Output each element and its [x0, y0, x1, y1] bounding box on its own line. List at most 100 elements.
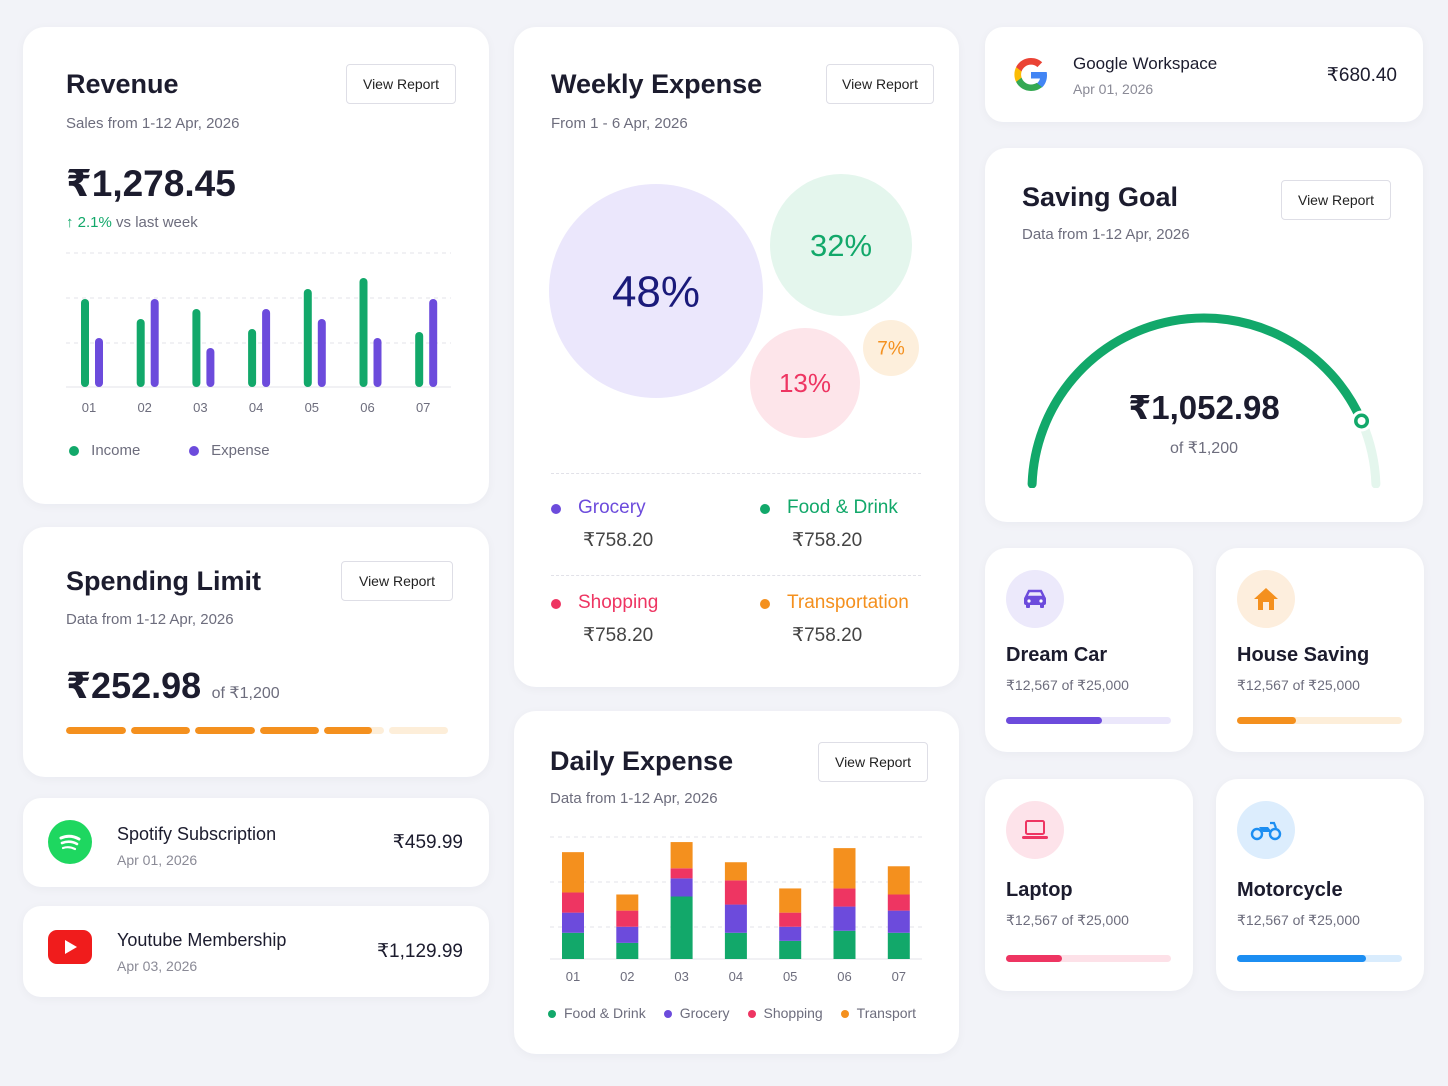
- daily-bar-grocery-07[interactable]: [887, 910, 910, 933]
- saving-view-report-button[interactable]: View Report: [1281, 180, 1391, 220]
- goal-progress-fill: [1237, 955, 1366, 962]
- revenue-bar-income-05[interactable]: [303, 289, 312, 387]
- daily-bar-transport-06[interactable]: [833, 848, 856, 889]
- house-icon: [1237, 570, 1295, 628]
- income-dot-icon: [69, 446, 79, 457]
- youtube-card[interactable]: Youtube Membership Apr 03, 2026 ₹1,129.9…: [23, 906, 489, 997]
- revenue-bar-income-01[interactable]: [81, 299, 89, 387]
- daily-bar-shopping-06[interactable]: [833, 888, 856, 907]
- daily-bar-shopping-05[interactable]: [779, 912, 802, 927]
- goal-name: Laptop: [1006, 879, 1073, 901]
- spending-view-report-button[interactable]: View Report: [341, 561, 453, 601]
- bubble-label: 7%: [877, 339, 905, 360]
- daily-bar-grocery-06[interactable]: [833, 906, 856, 931]
- revenue-bar-income-06[interactable]: [359, 278, 368, 387]
- spotify-card[interactable]: Spotify Subscription Apr 01, 2026 ₹459.9…: [23, 798, 489, 887]
- google-workspace-card[interactable]: Google Workspace Apr 01, 2026 ₹680.40: [985, 27, 1423, 122]
- daily-bar-transport-05[interactable]: [779, 888, 802, 913]
- revenue-bar-income-04[interactable]: [248, 329, 257, 387]
- weekly-item-grocery[interactable]: Grocery ₹758.20: [551, 497, 653, 552]
- daily-title: Daily Expense: [550, 746, 734, 776]
- weekly-item-label: Transportation: [787, 592, 909, 613]
- revenue-chart: 01 02 03 04 05 06 07: [66, 252, 451, 415]
- revenue-bar-expense-02[interactable]: [150, 299, 159, 387]
- goal-progress-bar: [1237, 717, 1402, 724]
- bubble-transportation[interactable]: [863, 320, 919, 376]
- revenue-bar-expense-06[interactable]: [373, 338, 382, 387]
- daily-legend-label: Transport: [856, 1005, 917, 1021]
- weekly-item-food-drink[interactable]: Food & Drink ₹758.20: [760, 497, 898, 552]
- legend-dot-icon: [551, 598, 561, 609]
- daily-bar-grocery-04[interactable]: [724, 904, 747, 933]
- spending-segment-fill: [130, 727, 190, 734]
- weekly-view-report-button[interactable]: View Report: [826, 64, 934, 104]
- goal-card-dream-car[interactable]: Dream Car ₹12,567 of ₹25,000: [985, 548, 1193, 752]
- daily-bar-food-drink-06[interactable]: [833, 930, 856, 959]
- weekly-item-transportation[interactable]: Transportation ₹758.20: [760, 592, 909, 647]
- bubble-grocery[interactable]: [549, 184, 763, 398]
- bubble-label: 32%: [810, 228, 872, 263]
- saving-subtitle: Data from 1-12 Apr, 2026: [1022, 226, 1190, 243]
- saving-of: of ₹1,200: [1169, 440, 1238, 457]
- revenue-tick-label: 02: [137, 400, 151, 415]
- daily-bar-food-drink-07[interactable]: [887, 932, 910, 959]
- revenue-bar-expense-05[interactable]: [317, 319, 326, 387]
- legend-dot-icon: [760, 598, 770, 609]
- goal-card-motorcycle[interactable]: Motorcycle ₹12,567 of ₹25,000: [1216, 779, 1424, 991]
- daily-bar-shopping-01[interactable]: [562, 892, 584, 913]
- revenue-bar-expense-04[interactable]: [262, 309, 271, 387]
- daily-bar-shopping-04[interactable]: [724, 880, 747, 905]
- revenue-bar-income-02[interactable]: [136, 319, 145, 387]
- weekly-item-label: Shopping: [578, 592, 659, 613]
- daily-bar-transport-01[interactable]: [562, 852, 584, 893]
- daily-bar-transport-04[interactable]: [724, 862, 747, 881]
- car-icon: [1006, 570, 1064, 628]
- daily-bar-grocery-01[interactable]: [562, 912, 584, 933]
- goal-card-house-saving[interactable]: House Saving ₹12,567 of ₹25,000: [1216, 548, 1424, 752]
- youtube-date: Apr 03, 2026: [117, 958, 198, 974]
- daily-bar-food-drink-05[interactable]: [779, 940, 802, 959]
- daily-bar-transport-07[interactable]: [887, 866, 910, 895]
- daily-bar-shopping-03[interactable]: [670, 868, 693, 879]
- weekly-item-shopping[interactable]: Shopping ₹758.20: [551, 592, 658, 647]
- daily-bar-food-drink-01[interactable]: [562, 932, 584, 959]
- bubble-label: 13%: [779, 368, 831, 398]
- revenue-change-value: 2.1%: [77, 214, 112, 231]
- weekly-expense-card: Weekly Expense View Report From 1 - 6 Ap…: [514, 27, 959, 687]
- daily-bar-shopping-02[interactable]: [616, 910, 639, 927]
- daily-bar-food-drink-02[interactable]: [616, 942, 639, 959]
- revenue-bar-income-03[interactable]: [192, 309, 201, 387]
- revenue-view-report-button[interactable]: View Report: [346, 64, 456, 104]
- daily-bar-grocery-03[interactable]: [670, 878, 693, 897]
- revenue-bar-income-07[interactable]: [415, 332, 424, 387]
- revenue-bar-expense-01[interactable]: [95, 338, 103, 387]
- daily-legend-item: Shopping: [747, 1005, 823, 1021]
- bubble-food-drink[interactable]: [770, 174, 912, 316]
- daily-bar-grocery-05[interactable]: [779, 926, 802, 941]
- saving-gauge: [1027, 313, 1381, 488]
- goal-card-laptop[interactable]: Laptop ₹12,567 of ₹25,000: [985, 779, 1193, 991]
- saving-title: Saving Goal: [1022, 182, 1179, 212]
- weekly-item-label: Grocery: [578, 497, 646, 518]
- daily-view-report-button[interactable]: View Report: [818, 742, 928, 782]
- daily-tick-label: 01: [566, 969, 580, 984]
- spending-amount-row: ₹252.98 of ₹1,200: [66, 665, 280, 707]
- daily-bar-food-drink-04[interactable]: [724, 932, 747, 959]
- weekly-item-amount: ₹758.20: [792, 625, 863, 646]
- daily-bar-transport-02[interactable]: [616, 894, 639, 911]
- goal-progress-text: ₹12,567 of ₹25,000: [1006, 677, 1129, 693]
- spending-of: of ₹1,200: [211, 685, 280, 702]
- spending-amount: ₹252.98: [66, 665, 202, 706]
- gauge-fill: [1027, 313, 1367, 488]
- revenue-bar-expense-03[interactable]: [206, 348, 215, 387]
- daily-bar-transport-03[interactable]: [670, 842, 693, 869]
- revenue-bar-expense-07[interactable]: [429, 299, 438, 387]
- daily-bar-food-drink-03[interactable]: [670, 896, 693, 959]
- daily-bar-shopping-07[interactable]: [887, 894, 910, 911]
- daily-legend-label: Shopping: [763, 1005, 823, 1021]
- google-icon: [1014, 58, 1047, 91]
- daily-bar-grocery-02[interactable]: [616, 926, 639, 943]
- spending-subtitle: Data from 1-12 Apr, 2026: [66, 611, 234, 628]
- expense-dot-icon: [189, 446, 199, 457]
- bubble-shopping[interactable]: [750, 328, 860, 438]
